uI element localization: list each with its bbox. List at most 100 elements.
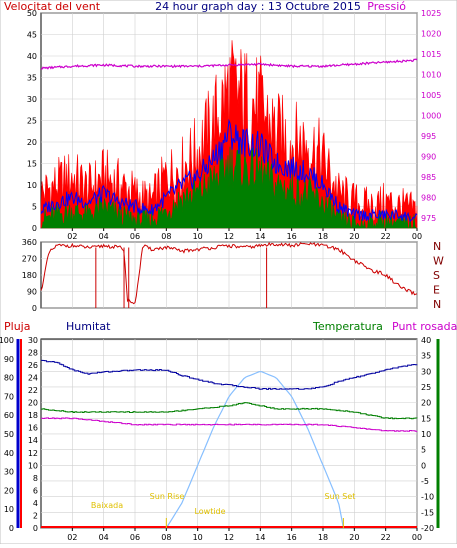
humidity-tick-label: 20: [28, 399, 38, 408]
y2-tick-label: 990: [421, 152, 436, 161]
humidity-legend: Humitat: [66, 320, 111, 333]
temp-tick-label: 35: [421, 352, 431, 361]
temp-tick-label: -5: [421, 477, 429, 486]
humidity-tick-label: 0: [33, 524, 38, 533]
humidity-tick-label: 24: [28, 374, 38, 383]
humidity-tick-label: 16: [28, 424, 38, 433]
annotation-sun-set: Sun Set: [325, 492, 356, 501]
humidity-tick-label: 26: [28, 361, 38, 370]
y2-tick-label: 975: [421, 214, 436, 223]
wind-speed-label: Velocitat del vent: [4, 0, 101, 13]
y-tick-label: 0: [32, 304, 37, 313]
x-tick-label: 16: [287, 533, 297, 542]
direction-label: N: [433, 240, 441, 253]
direction-label: W: [433, 255, 444, 268]
temp-tick-label: 30: [421, 367, 431, 376]
annotation-lowtide: Lowtide: [194, 507, 225, 516]
direction-label: N: [433, 298, 441, 311]
x-tick-label: 16: [287, 232, 297, 241]
humidity-tick-label: 14: [28, 436, 38, 445]
x-tick-label: 06: [130, 533, 140, 542]
humidity-tick-label: 12: [28, 449, 38, 458]
x-tick-label: 12: [224, 232, 234, 241]
x-tick-label: 14: [255, 533, 265, 542]
y-tick-label: 30: [27, 95, 37, 104]
low-series: [41, 143, 417, 229]
x-tick-label: 18: [318, 533, 328, 542]
y2-tick-label: 980: [421, 193, 436, 202]
temp-tick-label: 0: [421, 461, 426, 470]
x-tick-label: 00: [412, 533, 422, 542]
pressure-label: Pressió: [367, 0, 406, 13]
humidity-tick-label: 8: [33, 474, 38, 483]
x-tick-label: 10: [193, 232, 203, 241]
y-tick-label: 0: [32, 224, 37, 233]
humidity-tick-label: 6: [33, 486, 38, 495]
y2-tick-label: 1020: [421, 29, 441, 38]
x-tick-label: 22: [381, 232, 391, 241]
y-tick-label: 15: [27, 160, 37, 169]
x-tick-label: 22: [381, 533, 391, 542]
dewpoint-legend: Punt rosada: [392, 320, 457, 333]
annotation-sun-rise: Sun Rise: [150, 492, 185, 501]
graph-title: 24 hour graph day : 13 Octubre 2015: [155, 0, 361, 13]
rain-tick-label: 90: [4, 355, 14, 364]
direction-label: E: [433, 284, 440, 297]
solar-curve: [165, 371, 344, 529]
y2-tick-label: 1010: [421, 70, 441, 79]
x-tick-label: 04: [99, 232, 109, 241]
avg-series: [40, 118, 418, 223]
rain-tick-label: 50: [4, 430, 14, 439]
y-tick-label: 10: [27, 181, 37, 190]
rain-tick-label: 30: [4, 468, 14, 477]
x-tick-label: 06: [130, 232, 140, 241]
x-tick-label: 14: [255, 232, 265, 241]
y-tick-label: 25: [27, 117, 37, 126]
humidity-tick-label: 10: [28, 461, 38, 470]
x-tick-label: 20: [349, 533, 359, 542]
y2-tick-label: 1005: [421, 91, 441, 100]
temp-tick-label: 40: [421, 336, 431, 345]
y-tick-label: 45: [27, 31, 37, 40]
x-tick-label: 20: [349, 232, 359, 241]
x-tick-label: 10: [193, 533, 203, 542]
rain-tick-label: 100: [0, 336, 14, 345]
annotation-baixada: Baixada: [91, 501, 123, 510]
y2-tick-label: 985: [421, 173, 436, 182]
temp-tick-label: 15: [421, 414, 431, 423]
y2-tick-label: 1000: [421, 111, 441, 120]
humidity-tick-label: 30: [28, 336, 38, 345]
rain-legend: Pluja: [4, 320, 30, 333]
rain-tick-label: 10: [4, 505, 14, 514]
humidity-tick-label: 22: [28, 386, 38, 395]
temperature-series: [41, 402, 418, 420]
rain-tick-label: 20: [4, 486, 14, 495]
temp-tick-label: -15: [421, 508, 434, 517]
humidity-tick-label: 4: [33, 499, 38, 508]
y-tick-label: 5: [32, 203, 37, 212]
x-tick-label: 08: [161, 533, 171, 542]
temperature-legend: Temperatura: [312, 320, 383, 333]
y2-tick-label: 995: [421, 132, 436, 141]
y-tick-label: 360: [22, 238, 37, 247]
temp-tick-label: -20: [421, 524, 434, 533]
direction-label: S: [433, 269, 440, 282]
temp-tick-label: 25: [421, 383, 431, 392]
y-tick-label: 270: [22, 255, 37, 264]
y2-tick-label: 1015: [421, 50, 441, 59]
temp-tick-label: 20: [421, 399, 431, 408]
humidity-tick-label: 2: [33, 511, 38, 520]
y-tick-label: 90: [27, 288, 37, 297]
temp-tick-label: -10: [421, 493, 434, 502]
temp-tick-label: 5: [421, 446, 426, 455]
dewpoint-series: [41, 417, 418, 432]
rain-tick-label: 40: [4, 449, 14, 458]
y-tick-label: 20: [27, 138, 37, 147]
y-tick-label: 180: [22, 271, 37, 280]
y-tick-label: 50: [27, 9, 37, 18]
x-tick-label: 12: [224, 533, 234, 542]
